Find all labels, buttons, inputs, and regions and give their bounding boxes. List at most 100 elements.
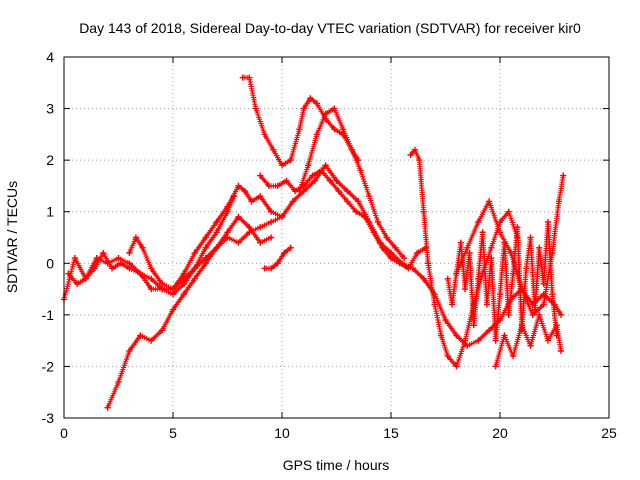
data-point <box>553 332 560 339</box>
data-point <box>132 234 139 241</box>
data-point <box>241 188 248 195</box>
data-point <box>344 188 351 195</box>
data-point <box>246 229 253 236</box>
data-point <box>531 306 538 313</box>
data-point <box>287 244 294 251</box>
data-point <box>453 270 460 277</box>
x-tick-label: 10 <box>274 425 290 441</box>
data-point <box>510 353 517 360</box>
data-point <box>470 322 477 329</box>
x-axis-label: GPS time / hours <box>283 457 390 473</box>
data-point <box>126 249 133 257</box>
y-axis: -3 -2 -1 0 1 2 3 4 <box>42 49 609 426</box>
data-point <box>305 162 312 169</box>
series-markers <box>240 75 361 168</box>
series-markers <box>105 214 274 411</box>
data-point <box>252 105 259 112</box>
data-point <box>527 234 534 241</box>
data-point <box>557 347 565 355</box>
series-line <box>63 164 562 347</box>
data-point <box>148 275 155 282</box>
data-point <box>213 229 220 236</box>
data-point <box>496 291 504 298</box>
data-point <box>265 182 272 189</box>
data-point <box>248 198 255 205</box>
data-point <box>268 234 275 241</box>
data-point <box>414 249 421 257</box>
data-point <box>148 265 155 272</box>
data-point <box>202 244 209 251</box>
data-point <box>311 177 318 184</box>
data-point <box>115 378 122 385</box>
data-point <box>213 218 220 226</box>
data-point <box>191 249 198 257</box>
data-point <box>496 229 504 236</box>
data-point <box>224 234 231 241</box>
data-point <box>464 342 471 349</box>
x-axis: 0 5 10 15 20 25 <box>60 57 617 441</box>
data-point <box>100 249 107 257</box>
data-point <box>169 306 177 313</box>
data-point <box>213 244 220 251</box>
data-point <box>457 239 464 246</box>
data-point <box>540 280 547 287</box>
data-point <box>416 157 423 164</box>
data-point <box>514 224 521 231</box>
data-point <box>540 301 547 308</box>
data-point <box>202 234 209 241</box>
series-track-12 <box>444 218 560 344</box>
data-point <box>126 347 133 355</box>
data-point <box>464 244 471 251</box>
data-point <box>283 177 290 184</box>
data-point <box>289 198 296 205</box>
data-point <box>274 182 281 189</box>
data-point <box>331 126 338 133</box>
data-point <box>117 260 124 267</box>
data-point <box>374 218 381 226</box>
data-point <box>333 177 340 184</box>
data-point <box>148 286 155 293</box>
y-tick-label: -2 <box>42 358 55 374</box>
data-point <box>438 332 445 339</box>
data-point <box>268 208 275 215</box>
data-point <box>115 255 122 262</box>
series-track-9 <box>407 146 521 370</box>
data-point <box>466 249 473 257</box>
series-track-8 <box>296 105 408 262</box>
data-point <box>235 182 242 189</box>
data-point <box>518 327 525 334</box>
data-point <box>74 280 81 287</box>
data-point <box>411 146 419 153</box>
data-point <box>361 213 368 220</box>
data-point <box>270 146 277 153</box>
data-point <box>431 301 438 308</box>
y-tick-label: 1 <box>46 204 54 220</box>
data-point <box>257 193 264 200</box>
data-point <box>202 260 209 267</box>
series-track-7 <box>261 244 294 272</box>
data-point <box>529 311 536 318</box>
data-point <box>549 291 556 298</box>
data-point <box>287 157 294 164</box>
x-tick-label: 20 <box>492 425 508 441</box>
data-point <box>235 213 242 220</box>
data-point <box>235 239 242 246</box>
series-markers <box>493 312 564 369</box>
data-point <box>488 244 495 251</box>
data-point <box>475 218 482 226</box>
data-point <box>159 280 166 287</box>
data-point <box>339 126 347 133</box>
data-point <box>444 275 451 282</box>
data-point <box>483 301 490 308</box>
y-tick-label: 0 <box>46 255 54 271</box>
data-point <box>560 172 567 179</box>
data-point <box>392 244 399 251</box>
plot-frame <box>63 56 610 419</box>
data-point <box>366 193 373 200</box>
data-point <box>159 327 166 334</box>
data-point <box>475 275 482 282</box>
data-point <box>268 218 275 226</box>
data-point <box>544 218 552 226</box>
data-point <box>370 229 377 236</box>
data-point <box>261 265 268 272</box>
